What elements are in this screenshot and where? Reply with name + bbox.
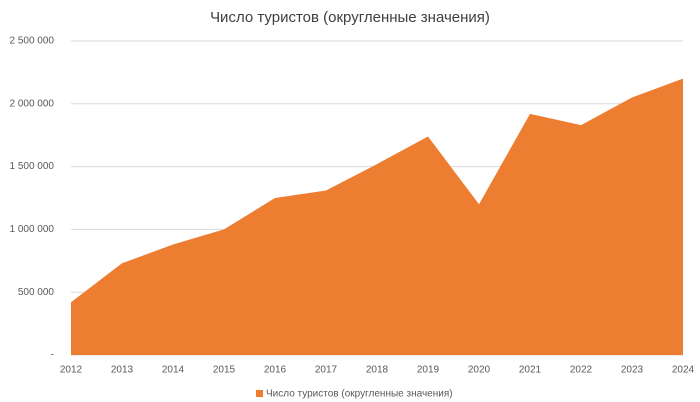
x-tick-label: 2017: [315, 365, 338, 376]
area: [71, 78, 683, 356]
y-tick-label: 1 000 000: [10, 224, 55, 235]
x-tick-label: 2024: [672, 365, 695, 376]
y-tick-label: -: [51, 350, 54, 361]
x-tick-label: 2013: [111, 365, 134, 376]
x-tick-label: 2016: [264, 365, 287, 376]
chart-title: Число туристов (округленные значения): [210, 9, 490, 26]
legend-swatch: [256, 390, 263, 397]
y-tick-label: 1 500 000: [10, 161, 55, 172]
x-tick-label: 2022: [570, 365, 593, 376]
x-tick-label: 2014: [162, 365, 185, 376]
x-tick-label: 2018: [366, 365, 389, 376]
y-tick-label: 500 000: [18, 287, 55, 298]
x-tick-label: 2021: [519, 365, 542, 376]
legend-label: Число туристов (округленные значения): [266, 389, 453, 400]
x-tick-label: 2023: [621, 365, 644, 376]
y-tick-label: 2 000 000: [10, 98, 55, 109]
y-tick-label: 2 500 000: [10, 36, 55, 47]
x-tick-label: 2020: [468, 365, 491, 376]
x-tick-label: 2015: [213, 365, 236, 376]
x-tick-label: 2012: [60, 365, 83, 376]
x-tick-label: 2019: [417, 365, 440, 376]
